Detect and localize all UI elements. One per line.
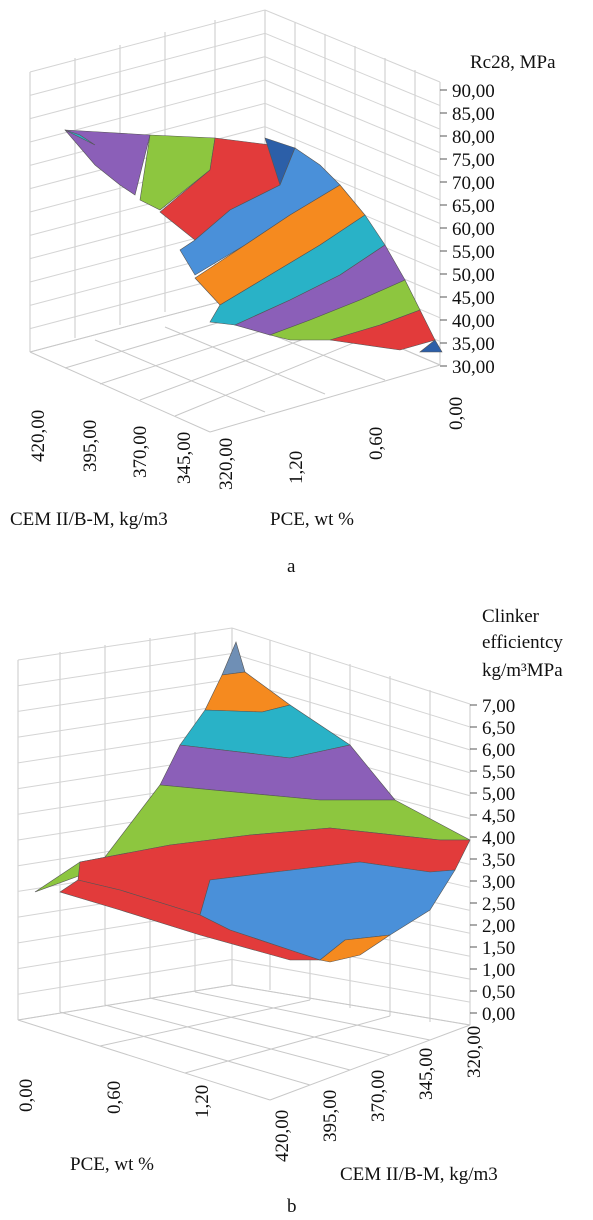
- surface-a-band-purple: [64, 129, 151, 196]
- panel-a-label: a: [287, 556, 296, 577]
- panel-a-z-tick-label: 65,00: [452, 196, 495, 217]
- panel-b-z-tick-label: 5,50: [482, 762, 515, 783]
- panel-a-x-ticks: 420,00 395,00 370,00 345,00 320,00: [28, 410, 237, 490]
- panel-a-z-tick-label: 40,00: [452, 311, 495, 332]
- panel-b-z-title-line-3: kg/m³MPa: [482, 660, 563, 681]
- panel-b-x-tick-label: 0,60: [104, 1081, 125, 1114]
- panel-a-grid-line: [264, 126, 441, 201]
- surface-b-band-orange-2: [319, 934, 391, 963]
- panel-b-surface: [34, 641, 471, 963]
- panel-b-grid-line: [17, 678, 233, 712]
- panel-a-z-tick-label: 30,00: [452, 357, 495, 378]
- panel-b-z-title-line-1: Clinker: [482, 606, 540, 627]
- panel-a-z-tick-label: 50,00: [452, 265, 495, 286]
- panel-a-x-title: CEM II/B-M, kg/m3: [10, 509, 168, 530]
- panel-a-grid-line: [29, 79, 266, 143]
- panel-a-y-tick-label: 0,60: [366, 427, 387, 460]
- surface-a-band-blue: [179, 147, 341, 276]
- panel-a-grid-line: [29, 56, 266, 120]
- panel-b-y-ticks: 420,00 395,00 370,00 345,00 320,00: [272, 1026, 485, 1162]
- panel-b-grid-line: [17, 933, 233, 970]
- panel-a-z-tick-label: 60,00: [452, 219, 495, 240]
- panel-a-z-tick-label: 45,00: [452, 288, 495, 309]
- panel-b-x-title: PCE, wt %: [70, 1154, 154, 1175]
- panel-a-z-tick-label: 90,00: [452, 81, 495, 102]
- panel-b-grid-line: [231, 678, 471, 751]
- panel-a-grid-line: [264, 79, 441, 154]
- panel-b-y-tick-label: 395,00: [320, 1090, 341, 1142]
- panel-b-grid-line: [17, 959, 233, 995]
- surface-a-band-green: [139, 134, 216, 211]
- panel-b-z-tick-label: 0,50: [482, 982, 515, 1003]
- panel-a-x-tick-label: 420,00: [28, 410, 49, 462]
- panel-a-z-tick-label: 55,00: [452, 242, 495, 263]
- panel-b-x-ticks: 0,00 0,60 1,20: [16, 1079, 213, 1118]
- panel-b-label: b: [287, 1196, 297, 1217]
- panel-b-z-tick-label: 0,00: [482, 1004, 515, 1025]
- panel-b-z-tick-label: 6,00: [482, 740, 515, 761]
- panel-b-z-title-line-2: efficientcy: [482, 632, 563, 653]
- panel-b-y-title: CEM II/B-M, kg/m3: [340, 1164, 498, 1185]
- panel-b-y-tick-label: 420,00: [272, 1110, 293, 1162]
- panel-a-y-tick-label: 1,20: [286, 451, 307, 484]
- panel-b-z-tick-label: 1,50: [482, 938, 515, 959]
- panel-a-y-ticks: 1,20 0,60 0,00: [286, 397, 467, 484]
- panel-b-grid-line: [231, 627, 471, 705]
- panel-b-z-tick-label: 1,00: [482, 960, 515, 981]
- panel-b-y-tick-label: 320,00: [464, 1026, 485, 1078]
- surface-b-band-steel: [221, 641, 246, 676]
- surface-a-band-cyan: [64, 129, 96, 146]
- panel-a-z-tick-label: 75,00: [452, 150, 495, 171]
- panel-a-z-tick-label: 80,00: [452, 127, 495, 148]
- panel-b-z-tick-label: 6,50: [482, 718, 515, 739]
- panel-b-y-tick-label: 370,00: [368, 1070, 389, 1122]
- panel-a: 90,0085,0080,0075,0070,0065,0060,0055,00…: [10, 9, 556, 577]
- panel-a-z-tick-label: 70,00: [452, 173, 495, 194]
- panel-a-z-tick-label: 85,00: [452, 104, 495, 125]
- panel-a-z-title: Rc28, MPa: [470, 52, 556, 73]
- panel-b-z-tick-label: 4,50: [482, 806, 515, 827]
- panel-a-z-ticks: 90,0085,0080,0075,0070,0065,0060,0055,00…: [440, 81, 495, 378]
- panel-b-grid-line: [17, 627, 233, 661]
- panel-a-x-tick-label: 370,00: [130, 426, 151, 478]
- panel-a-grid-line: [264, 9, 441, 83]
- panel-b-grid-line: [231, 959, 471, 1003]
- panel-b-grid-line: [17, 704, 233, 738]
- panel-a-grid-line: [29, 32, 266, 96]
- panel-b-z-tick-label: 2,00: [482, 916, 515, 937]
- panel-a-grid-line: [264, 32, 441, 107]
- surface-a-band-red-2: [329, 309, 436, 351]
- panel-b-grid-line: [17, 653, 233, 687]
- panel-b-y-tick-label: 345,00: [416, 1048, 437, 1100]
- panel-a-z-tick-label: 35,00: [452, 334, 495, 355]
- panel-a-grid-line: [264, 102, 441, 177]
- panel-b-z-tick-label: 2,50: [482, 894, 515, 915]
- panel-a-grid-line: [29, 102, 266, 166]
- panel-a-grid-line: [264, 56, 441, 130]
- panel-a-x-tick-label: 320,00: [216, 438, 237, 490]
- panel-b-z-tick-label: 3,00: [482, 872, 515, 893]
- panel-a-y-title: PCE, wt %: [270, 509, 354, 530]
- panel-b-z-tick-label: 5,00: [482, 784, 515, 805]
- panel-a-grid-line: [29, 9, 266, 73]
- panel-a-x-tick-label: 395,00: [80, 420, 101, 472]
- panel-a-y-tick-label: 0,00: [446, 397, 467, 430]
- panel-b-z-tick-label: 4,00: [482, 828, 515, 849]
- panel-b-x-tick-label: 0,00: [16, 1079, 37, 1112]
- panel-b-x-tick-label: 1,20: [192, 1085, 213, 1118]
- surface-a-band-blue-2: [419, 339, 443, 353]
- panel-a-surface: [64, 129, 443, 353]
- panel-b-z-tick-label: 7,00: [482, 696, 515, 717]
- panel-a-x-tick-label: 345,00: [174, 432, 195, 484]
- panel-b: 7,006,506,005,505,004,504,003,503,002,50…: [16, 606, 563, 1217]
- panel-b-z-tick-label: 3,50: [482, 850, 515, 871]
- panel-b-grid-line: [231, 653, 471, 728]
- panel-b-z-ticks: 7,006,506,005,505,004,504,003,503,002,50…: [470, 696, 515, 1025]
- surface-b-band-red-edge: [59, 879, 321, 961]
